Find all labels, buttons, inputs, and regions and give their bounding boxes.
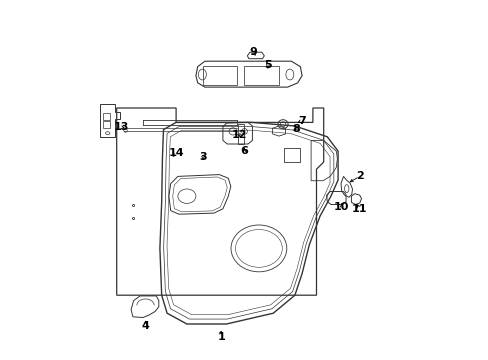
Bar (203, 66, 237, 85)
Text: 4: 4 (141, 321, 149, 331)
Text: 2: 2 (355, 171, 363, 181)
Bar (238, 124, 244, 144)
Text: 6: 6 (240, 146, 248, 156)
Text: 7: 7 (298, 116, 305, 126)
Bar (103, 113, 110, 120)
Text: 11: 11 (351, 204, 366, 214)
Text: 14: 14 (168, 148, 183, 158)
Text: 9: 9 (249, 47, 257, 57)
Bar (284, 148, 300, 162)
Text: 10: 10 (333, 202, 348, 212)
Text: 13: 13 (113, 122, 129, 132)
Text: 8: 8 (292, 124, 300, 134)
Bar (244, 66, 278, 85)
Bar (103, 121, 110, 128)
Text: 12: 12 (231, 130, 246, 140)
Text: 3: 3 (199, 152, 206, 162)
Text: 5: 5 (264, 60, 271, 70)
Text: 1: 1 (217, 332, 224, 342)
